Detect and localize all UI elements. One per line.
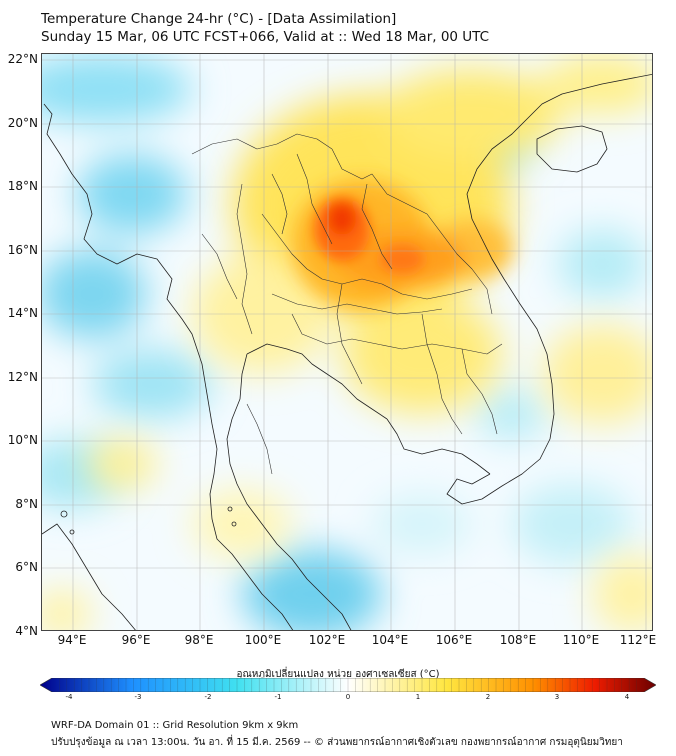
lon-label: 94°E [57, 633, 87, 647]
colorbar-tick-label: -3 [134, 693, 142, 701]
colorbar-tick-label: 1 [415, 693, 421, 701]
lat-label: 16°N [7, 243, 38, 257]
footer-update-info: ปรับปรุงข้อมูล ณ เวลา 13:00น. วัน อา. ที… [51, 737, 623, 748]
lat-label: 4°N [15, 624, 38, 638]
lon-label: 106°E [435, 633, 473, 647]
lat-label: 6°N [15, 560, 38, 574]
colorbar [40, 678, 656, 692]
colorbar-minor-ticks [59, 678, 637, 692]
map-title: Temperature Change 24-hr (°C) - [Data As… [41, 11, 397, 27]
graticule [42, 54, 652, 630]
lat-label: 20°N [7, 116, 38, 130]
lat-label: 10°N [7, 433, 38, 447]
colorbar-gradient [40, 678, 656, 692]
lon-label: 104°E [371, 633, 409, 647]
colorbar-tick-label: 0 [345, 693, 351, 701]
colorbar-tick-label: -4 [65, 693, 73, 701]
footer-model-info: WRF-DA Domain 01 :: Grid Resolution 9km … [51, 720, 299, 731]
lon-label: 110°E [562, 633, 600, 647]
lon-label: 108°E [499, 633, 537, 647]
lon-label: 112°E [619, 633, 657, 647]
colorbar-tick-label: -1 [274, 693, 282, 701]
coastlines [42, 73, 652, 630]
lat-label: 14°N [7, 306, 38, 320]
lon-label: 96°E [121, 633, 151, 647]
lon-label: 102°E [308, 633, 346, 647]
lat-label: 12°N [7, 370, 38, 384]
lon-label: 100°E [244, 633, 282, 647]
colorbar-tick-label: 3 [554, 693, 560, 701]
lat-label: 8°N [15, 497, 38, 511]
colorbar-tick-label: 4 [624, 693, 630, 701]
lon-label: 98°E [184, 633, 214, 647]
map-subtitle: Sunday 15 Mar, 06 UTC FCST+066, Valid at… [41, 29, 490, 45]
lat-label: 22°N [7, 52, 38, 66]
colorbar-title: อุณหภูมิเปลี่ยนแปลง หน่วย องศาเซลเซียส (… [236, 669, 440, 680]
borders [191, 133, 503, 475]
colorbar-tick-label: -2 [204, 693, 212, 701]
lat-label: 18°N [7, 179, 38, 193]
colorbar-tick-label: 2 [485, 693, 491, 701]
temperature-change-map [41, 53, 653, 631]
map-canvas [42, 54, 652, 630]
